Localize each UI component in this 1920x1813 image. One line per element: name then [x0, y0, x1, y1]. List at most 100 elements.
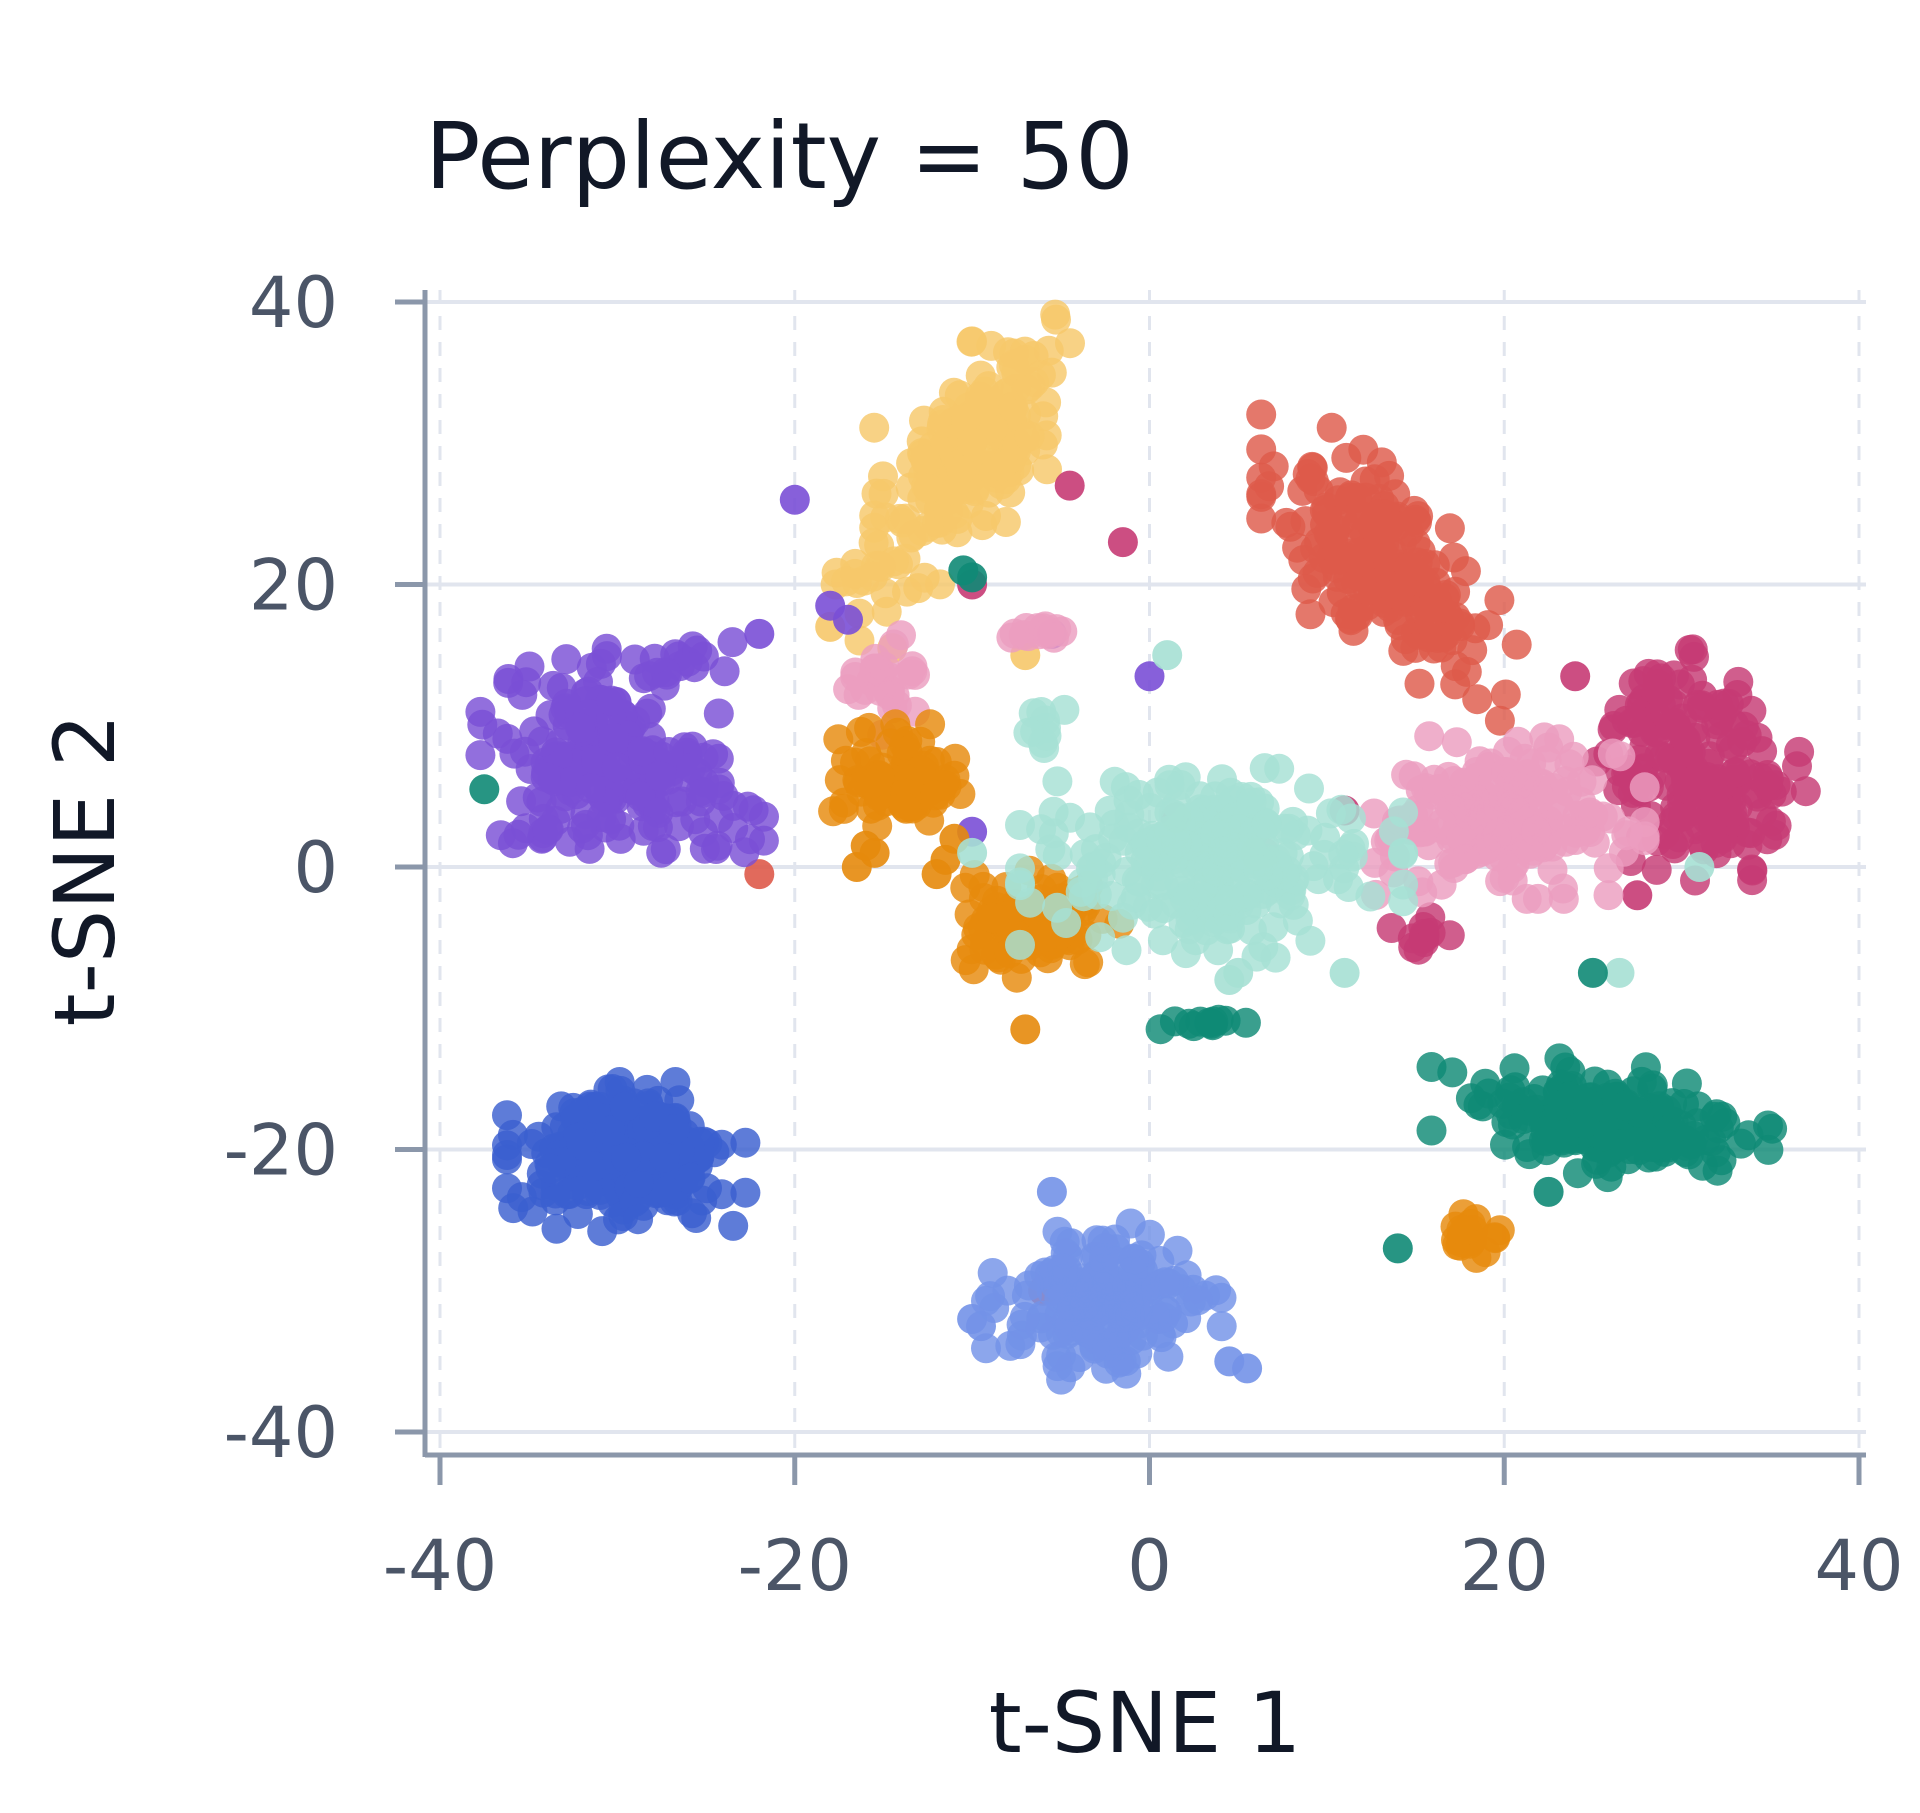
- scatter-point: [1076, 853, 1106, 884]
- scatter-point: [1531, 1126, 1562, 1157]
- scatter-point: [1402, 507, 1432, 538]
- scatter-point: [1446, 1214, 1477, 1245]
- scatter-point: [950, 945, 981, 976]
- scatter-point: [1560, 825, 1591, 855]
- scatter-point: [1747, 736, 1778, 767]
- scatter-point: [1139, 898, 1170, 929]
- scatter-series: [744, 399, 1532, 1306]
- scatter-point: [1388, 886, 1419, 917]
- scatter-point: [1005, 810, 1035, 840]
- scatter-point: [1325, 544, 1355, 575]
- scatter-point: [507, 679, 538, 710]
- scatter-point: [1784, 736, 1815, 767]
- scatter-point: [880, 709, 911, 740]
- scatter-point: [1490, 1129, 1520, 1160]
- scatter-point: [1414, 721, 1445, 752]
- scatter-point: [892, 576, 922, 607]
- y-tick-label: -20: [224, 1110, 338, 1192]
- scatter-point: [1753, 1134, 1784, 1165]
- scatter-point: [873, 676, 904, 707]
- scatter-point: [688, 777, 719, 808]
- scatter-point: [1094, 795, 1125, 826]
- scatter-point: [1035, 834, 1066, 865]
- scatter-point: [1049, 1226, 1080, 1257]
- x-tick-label: 0: [1127, 1525, 1172, 1607]
- scatter-point: [1013, 717, 1044, 748]
- scatter-point: [1641, 854, 1672, 885]
- scatter-point: [562, 1199, 593, 1229]
- scatter-point: [1055, 328, 1085, 359]
- scatter-point: [674, 1163, 705, 1194]
- scatter-point: [957, 427, 987, 458]
- scatter-point: [889, 792, 920, 823]
- y-tick-label: 40: [249, 262, 338, 344]
- scatter-point: [566, 1128, 597, 1159]
- scatter-series: [815, 299, 1085, 671]
- scatter-series: [469, 555, 1788, 1264]
- scatter-point: [554, 826, 585, 857]
- scatter-point: [1200, 781, 1231, 812]
- scatter-point: [709, 656, 740, 687]
- scatter-point: [966, 1311, 996, 1342]
- y-axis-label: t-SNE 2: [36, 714, 134, 1027]
- scatter-point: [890, 503, 921, 534]
- scatter-point: [1400, 632, 1431, 663]
- scatter-point: [990, 507, 1021, 537]
- scatter-point: [1282, 905, 1313, 936]
- scatter-point: [1085, 922, 1116, 953]
- scatter-point: [469, 774, 500, 805]
- scatter-point: [921, 859, 952, 890]
- scatter-point: [1198, 1006, 1229, 1037]
- x-tick-label: 20: [1460, 1525, 1549, 1607]
- scatter-point: [541, 1213, 572, 1244]
- scatter-point: [645, 761, 676, 792]
- x-tick-label: -40: [383, 1525, 497, 1607]
- scatter-point: [653, 737, 684, 767]
- scatter-point: [1570, 799, 1601, 830]
- scatter-point: [1353, 575, 1384, 606]
- scatter-point: [1629, 772, 1660, 803]
- scatter-point: [650, 834, 681, 865]
- scatter-point: [1330, 598, 1361, 629]
- scatter-point: [1051, 908, 1082, 938]
- scatter-point: [1720, 757, 1751, 788]
- scatter-point: [639, 643, 670, 674]
- scatter-point: [718, 1210, 749, 1241]
- scatter-point: [1005, 929, 1035, 960]
- scatter-point: [1577, 957, 1608, 988]
- scatter-point: [1394, 552, 1425, 583]
- axes: [422, 290, 1866, 1458]
- scatter-point: [1470, 1068, 1501, 1099]
- scatter-point: [1409, 596, 1440, 627]
- scatter-point: [858, 561, 888, 592]
- scatter-point: [1440, 669, 1471, 700]
- scatter-point: [1088, 1253, 1119, 1284]
- y-tick-label: 0: [293, 827, 338, 909]
- scatter-point: [1388, 837, 1419, 868]
- scatter-point: [833, 604, 863, 635]
- scatter-point: [1315, 520, 1346, 551]
- scatter-point: [910, 445, 941, 476]
- scatter-point: [623, 1204, 654, 1235]
- scatter-point: [1134, 661, 1165, 692]
- scatter-point: [1010, 1014, 1041, 1045]
- scatter-point: [957, 562, 988, 593]
- scatter-point: [1527, 1075, 1558, 1106]
- scatter-point: [859, 412, 890, 443]
- scatter-point: [1303, 475, 1334, 506]
- scatter-point: [1152, 640, 1183, 671]
- scatter-point: [1111, 935, 1142, 966]
- y-tick-label: 20: [249, 545, 338, 627]
- scatter-point: [1264, 753, 1295, 784]
- scatter-point: [718, 790, 749, 821]
- scatter-point: [1107, 527, 1138, 558]
- chart-title: Perplexity = 50: [425, 103, 1134, 210]
- scatter-point: [967, 510, 998, 541]
- scatter-point: [1605, 741, 1636, 772]
- scatter-point: [492, 723, 523, 754]
- scatter-point: [551, 644, 582, 675]
- scatter-point: [1159, 1006, 1190, 1037]
- scatter-point: [1119, 1244, 1150, 1275]
- scatter-point: [1497, 853, 1528, 884]
- scatter-point: [1627, 716, 1657, 747]
